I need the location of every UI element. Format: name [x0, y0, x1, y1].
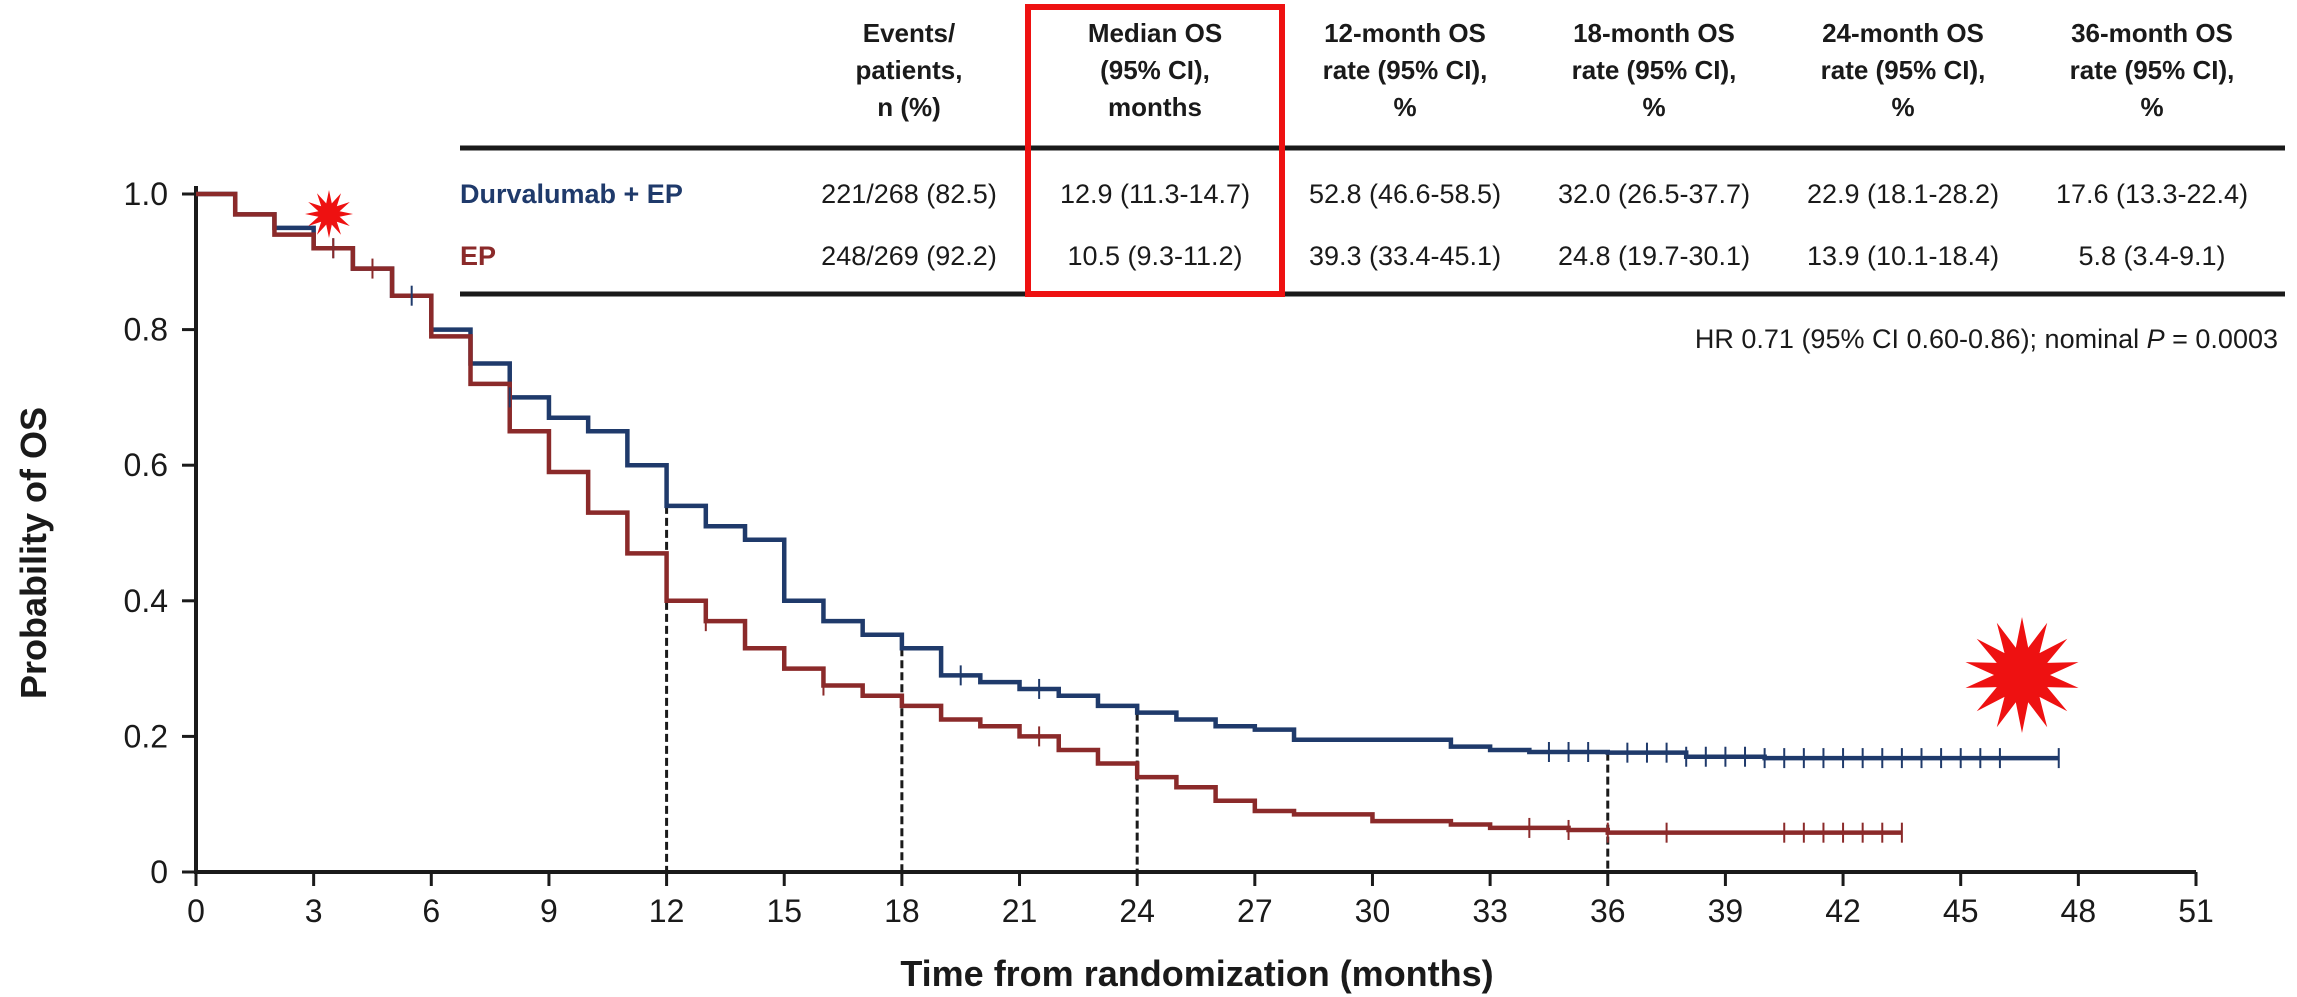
x-tick-label: 15: [766, 893, 802, 929]
table-cell: 17.6 (13.3-22.4): [2056, 179, 2248, 209]
hr-p-symbol: P: [2147, 324, 2165, 354]
chart-axes: 0 3 6 9 12 15 18 21 24 27 30 33 36 39 42 45 48 5100.20.40…: [13, 176, 2214, 994]
starburst-marker-large: [1965, 617, 2079, 733]
y-tick-label: 0.2: [124, 718, 168, 754]
table-cell: 10.5 (9.3-11.2): [1067, 241, 1242, 271]
survival-curves: [196, 191, 2059, 835]
table-cell: 221/268 (82.5): [821, 179, 997, 209]
x-tick-label: 9: [540, 893, 558, 929]
x-tick-label: 21: [1002, 893, 1038, 929]
x-tick-label: 24: [1119, 893, 1155, 929]
x-tick-label: 18: [884, 893, 920, 929]
table-header-cell: %: [2140, 92, 2163, 122]
table-header-cell: months: [1108, 92, 1202, 122]
x-tick-label: 3: [305, 893, 323, 929]
hr-prefix: HR 0.71 (95% CI 0.60-0.86); nominal: [1695, 324, 2147, 354]
x-tick-label: 36: [1590, 893, 1626, 929]
y-tick-label: 0.8: [124, 312, 168, 348]
table-header-cell: %: [1891, 92, 1914, 122]
table-header-cell: 18-month OS: [1573, 18, 1735, 48]
table-header-cell: 12-month OS: [1324, 18, 1486, 48]
hr-suffix: = 0.0003: [2165, 324, 2278, 354]
table-header-cell: 24-month OS: [1822, 18, 1984, 48]
x-tick-label: 45: [1943, 893, 1979, 929]
table-header-cell: 36-month OS: [2071, 18, 2233, 48]
x-tick-label: 51: [2178, 893, 2214, 929]
y-axis-title: Probability of OS: [13, 407, 54, 699]
x-tick-label: 6: [422, 893, 440, 929]
survival-curve-durvalumab-ep: [196, 191, 2059, 761]
table-cell: 13.9 (10.1-18.4): [1807, 241, 1999, 271]
table-cell: 32.0 (26.5-37.7): [1558, 179, 1750, 209]
table-header-cell: rate (95% CI),: [1323, 55, 1488, 85]
table-header-cell: Median OS: [1088, 18, 1222, 48]
x-axis-title: Time from randomization (months): [900, 953, 1493, 994]
table-cell: 39.3 (33.4-45.1): [1309, 241, 1501, 271]
x-tick-label: 39: [1708, 893, 1744, 929]
table-header-cell: %: [1393, 92, 1416, 122]
table-header-cell: %: [1642, 92, 1665, 122]
table-cell: 5.8 (3.4-9.1): [2078, 241, 2225, 271]
table-header-cell: Events/: [863, 18, 956, 48]
x-tick-label: 12: [649, 893, 685, 929]
table-row-label: Durvalumab + EP: [460, 179, 683, 209]
x-tick-label: 0: [187, 893, 205, 929]
y-tick-label: 0.6: [124, 447, 168, 483]
starburst-marker-small: [305, 190, 353, 238]
x-tick-label: 33: [1472, 893, 1508, 929]
y-tick-label: 0.4: [124, 583, 168, 619]
highlight-box: [1025, 4, 1285, 297]
table-header-cell: patients,: [856, 55, 963, 85]
table-header-cell: rate (95% CI),: [1821, 55, 1986, 85]
summary-table: Events/patients, n (%) Median OS (95% CI), m…: [460, 4, 2285, 354]
table-header-cell: rate (95% CI),: [1572, 55, 1737, 85]
table-row-label: EP: [460, 241, 496, 271]
x-tick-label: 42: [1825, 893, 1861, 929]
x-tick-label: 30: [1355, 893, 1391, 929]
censor-marks: [332, 238, 2060, 843]
survival-curve-ep: [196, 191, 1902, 835]
table-cell: 22.9 (18.1-28.2): [1807, 179, 1999, 209]
decorations: [305, 190, 2079, 733]
table-cell: 24.8 (19.7-30.1): [1558, 241, 1750, 271]
table-header-cell: n (%): [877, 92, 941, 122]
table-cell: 248/269 (92.2): [821, 241, 997, 271]
hr-annotation: HR 0.71 (95% CI 0.60-0.86); nominal P = …: [1695, 324, 2278, 354]
x-tick-label: 48: [2061, 893, 2097, 929]
reference-lines: [665, 505, 1610, 872]
table-header-cell: rate (95% CI),: [2070, 55, 2235, 85]
table-cell: 52.8 (46.6-58.5): [1309, 179, 1501, 209]
y-tick-label: 1.0: [124, 176, 168, 212]
x-tick-label: 27: [1237, 893, 1273, 929]
table-header-cell: (95% CI),: [1100, 55, 1210, 85]
y-tick-label: 0: [150, 854, 168, 890]
table-cell: 12.9 (11.3-14.7): [1060, 179, 1250, 209]
